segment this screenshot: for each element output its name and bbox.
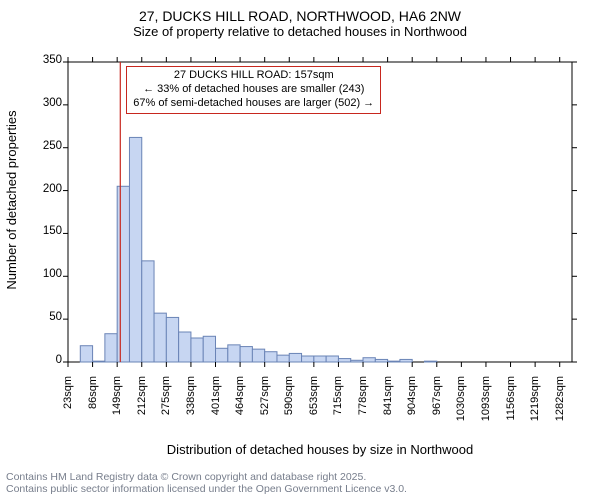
x-tick-label: 778sqm [357, 376, 369, 436]
x-tick-label: 149sqm [111, 376, 123, 436]
y-tick-label: 300 [28, 97, 62, 109]
callout-line-2: ← 33% of detached houses are smaller (24… [133, 83, 374, 97]
reference-callout: 27 DUCKS HILL ROAD: 157sqm ← 33% of deta… [126, 66, 381, 114]
x-tick-label: 1156sqm [505, 376, 517, 436]
chart-plot-area: 27 DUCKS HILL ROAD: 157sqm ← 33% of deta… [60, 52, 580, 422]
y-tick-label: 0 [28, 354, 62, 366]
callout-line-1: 27 DUCKS HILL ROAD: 157sqm [133, 69, 374, 83]
x-tick-label: 1219sqm [529, 376, 541, 436]
chart-subtitle: Size of property relative to detached ho… [0, 24, 600, 39]
x-tick-label: 212sqm [136, 376, 148, 436]
x-tick-label: 1030sqm [455, 376, 467, 436]
x-tick-label: 275sqm [160, 376, 172, 436]
footnote-2: Contains public sector information licen… [6, 483, 594, 496]
y-tick-label: 150 [28, 225, 62, 237]
y-tick-label: 350 [28, 54, 62, 66]
x-tick-label: 653sqm [308, 376, 320, 436]
x-tick-label: 23sqm [62, 376, 74, 436]
x-tick-label: 715sqm [332, 376, 344, 436]
x-tick-label: 590sqm [283, 376, 295, 436]
x-axis-label: Distribution of detached houses by size … [60, 442, 580, 457]
x-tick-label: 86sqm [87, 376, 99, 436]
y-axis-label: Number of detached properties [4, 50, 19, 350]
x-tick-label: 338sqm [185, 376, 197, 436]
y-tick-label: 250 [28, 140, 62, 152]
x-tick-label: 401sqm [210, 376, 222, 436]
chart-title-block: 27, DUCKS HILL ROAD, NORTHWOOD, HA6 2NW … [0, 0, 600, 39]
x-tick-label: 1093sqm [480, 376, 492, 436]
x-tick-label: 967sqm [431, 376, 443, 436]
y-tick-label: 100 [28, 268, 62, 280]
x-tick-label: 841sqm [382, 376, 394, 436]
x-tick-label: 1282sqm [554, 376, 566, 436]
x-tick-label: 904sqm [406, 376, 418, 436]
chart-title: 27, DUCKS HILL ROAD, NORTHWOOD, HA6 2NW [0, 8, 600, 24]
footnote-1: Contains HM Land Registry data © Crown c… [6, 471, 594, 484]
y-tick-label: 50 [28, 311, 62, 323]
x-tick-label: 464sqm [234, 376, 246, 436]
y-tick-label: 200 [28, 183, 62, 195]
x-tick-label: 527sqm [259, 376, 271, 436]
footnote-block: Contains HM Land Registry data © Crown c… [6, 471, 594, 496]
callout-line-3: 67% of semi-detached houses are larger (… [133, 97, 374, 111]
